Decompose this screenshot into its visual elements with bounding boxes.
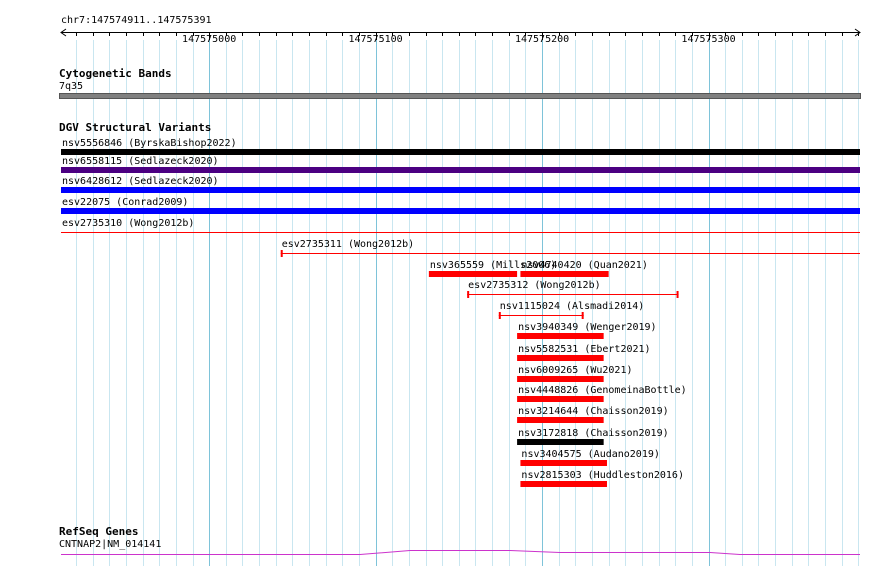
variant-start-cap (280, 250, 283, 257)
ruler-left-arrow (60, 28, 67, 37)
variant-bar (61, 208, 860, 214)
variant-label: nsv3940349 (Wenger2019) (518, 322, 657, 333)
variant-bar (517, 417, 604, 423)
variant-feature[interactable] (0, 270, 890, 278)
variant-start-cap (467, 291, 470, 298)
variant-feature[interactable] (0, 311, 890, 319)
variant-start-cap (498, 312, 501, 319)
tick-label: 147575300 (681, 34, 736, 45)
gene-line (61, 550, 860, 555)
variant-bar (61, 187, 860, 193)
variant-label: nsv365559 (Mills2006) (429, 260, 557, 271)
gene-model[interactable] (0, 547, 890, 561)
tick-label: 147575100 (348, 34, 403, 45)
variant-label: nsv6558115 (Sedlazeck2020) (62, 156, 219, 167)
variant-feature[interactable] (0, 166, 890, 174)
variant-feature[interactable] (0, 228, 890, 236)
variant-end-cap (676, 291, 679, 298)
tick-label: 147575200 (514, 34, 570, 45)
tick-label: 147575000 (182, 34, 237, 45)
variant-end-cap (581, 312, 584, 319)
cytoband-track-title: Cytogenetic Bands (59, 67, 172, 80)
variant-feature[interactable] (0, 270, 890, 278)
variant-bar (520, 271, 609, 277)
variant-bar (61, 149, 860, 155)
variant-bar (61, 167, 860, 173)
variant-label: esv2735311 (Wong2012b) (281, 239, 415, 250)
variant-feature[interactable] (0, 438, 890, 446)
variant-bar (517, 355, 604, 361)
variant-label: nsv3404575 (Audano2019) (521, 449, 660, 460)
variant-label: nsv3214644 (Chaisson2019) (518, 406, 669, 417)
variant-feature[interactable] (0, 249, 890, 257)
variant-label: nsv6428612 (Sedlazeck2020) (62, 176, 219, 187)
variant-bar (517, 439, 604, 445)
variant-label: esv2735310 (Wong2012b) (62, 218, 195, 229)
variant-feature[interactable] (0, 480, 890, 488)
refseq-track-title: RefSeq Genes (59, 525, 139, 538)
variant-feature[interactable] (0, 354, 890, 362)
variant-feature[interactable] (0, 332, 890, 340)
variant-feature[interactable] (0, 416, 890, 424)
variant-bar (520, 481, 607, 487)
variant-bar (517, 333, 604, 339)
variant-bar (428, 271, 518, 277)
variant-feature[interactable] (0, 186, 890, 194)
variant-label: nsv2815303 (Huddleston2016) (521, 470, 684, 481)
cytoband-bar[interactable] (59, 93, 861, 99)
region-label: chr7:147574911..147575391 (61, 15, 212, 26)
variant-bar (520, 460, 607, 466)
coordinate-ruler[interactable] (0, 26, 890, 66)
variant-feature[interactable] (0, 375, 890, 383)
variant-label: nsv6009265 (Wu2021) (518, 365, 633, 376)
variant-feature[interactable] (0, 459, 890, 467)
variant-label: nsv5582531 (Ebert2021) (518, 344, 651, 355)
dgv-track-title: DGV Structural Variants (59, 121, 212, 134)
cytoband-label: 7q35 (59, 81, 84, 92)
ruler-right-arrow (854, 28, 861, 37)
variant-feature[interactable] (0, 148, 890, 156)
variant-bar (517, 396, 604, 402)
variant-label: nsv4448826 (GenomeinaBottle) (518, 385, 687, 396)
gene-label: CNTNAP2|NM_014141 (59, 539, 162, 550)
variant-feature[interactable] (0, 290, 890, 298)
variant-label: nsv3172818 (Chaisson2019) (518, 428, 669, 439)
variant-label: nsv4740420 (Quan2021) (521, 260, 648, 271)
variant-feature[interactable] (0, 395, 890, 403)
variant-label: esv2735312 (Wong2012b) (468, 280, 601, 291)
variant-label: nsv5556846 (ByrskaBishop2022) (62, 138, 237, 149)
variant-feature[interactable] (0, 207, 890, 215)
variant-bar (517, 376, 604, 382)
variant-label: esv22075 (Conrad2009) (62, 197, 189, 208)
variant-label: nsv1115024 (Alsmadi2014) (499, 301, 645, 312)
